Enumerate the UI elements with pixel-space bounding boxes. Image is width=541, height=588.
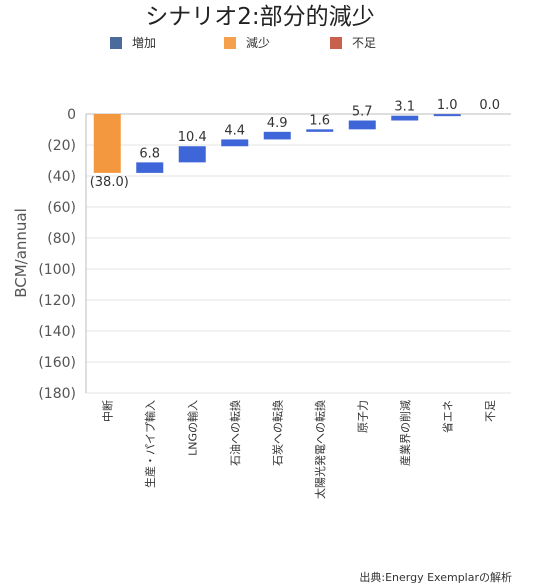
bar-0 (93, 114, 121, 173)
x-category-label-3: 石油への転換 (228, 400, 242, 466)
x-category-label-4: 石炭への転換 (271, 400, 284, 466)
data-labels: (38.0) 6.8 10.4 4.4 4.9 1.6 5.7 3.1 1.0 0.0 (90, 98, 500, 190)
y-tick-label-0: 0 (67, 107, 76, 123)
y-tick-label-3: (60) (47, 200, 76, 216)
bar-1 (136, 162, 164, 173)
data-label-0: (38.0) (90, 175, 129, 190)
x-category-label-9: 不足 (484, 400, 497, 422)
x-category-label-6: 原子力 (356, 400, 369, 433)
y-tick-label-2: (40) (47, 169, 76, 185)
source-note: 出典:Energy Exemplarの解析 (359, 570, 512, 584)
x-axis-categories: 中断 生産・パイプ輸入 LNGの輸入 石油への転換 石炭への転換 太陽光発電への転換 原子力… (100, 400, 497, 499)
bar-5 (306, 129, 334, 132)
y-tick-label-7: (140) (38, 324, 76, 340)
y-tick-label-9: (180) (38, 386, 76, 402)
x-category-label-8: 省エネ (441, 400, 454, 433)
x-category-label-5: 太陽光発電への転換 (313, 400, 327, 499)
y-tick-label-5: (100) (38, 262, 76, 278)
data-label-5: 1.6 (309, 113, 330, 128)
y-tick-label-8: (160) (38, 355, 76, 371)
legend-label-2: 不足 (352, 36, 376, 50)
legend-swatch-2 (330, 37, 342, 49)
x-category-label-2: LNGの輸入 (185, 400, 199, 456)
bar-8 (433, 114, 461, 117)
data-label-2: 10.4 (178, 130, 207, 145)
bar-4 (263, 131, 291, 140)
y-axis-label: BCM/annual (12, 208, 30, 298)
legend-label-0: 増加 (132, 36, 156, 50)
y-tick-label-1: (20) (47, 138, 76, 154)
x-category-label-0: 中断 (100, 400, 114, 422)
x-category-label-7: 産業界の削減 (398, 400, 412, 466)
chart-title: シナリオ2:部分的減少 (145, 4, 374, 30)
data-label-1: 6.8 (139, 146, 160, 161)
y-axis-ticks: 0 (20) (40) (60) (80) (100) (120) (140) (160) (18… (38, 107, 76, 402)
bar-6 (348, 120, 376, 130)
legend-swatch-0 (110, 37, 122, 49)
data-label-6: 5.7 (352, 105, 373, 120)
y-tick-label-6: (120) (38, 293, 76, 309)
data-label-4: 4.9 (267, 116, 288, 131)
data-label-8: 1.0 (437, 98, 458, 113)
y-tick-label-4: (80) (47, 231, 76, 247)
data-label-3: 4.4 (224, 123, 245, 138)
bars (93, 114, 461, 173)
data-label-9: 0.0 (479, 98, 500, 113)
bar-2 (178, 146, 206, 163)
bar-7 (391, 115, 419, 121)
legend-swatch-1 (224, 37, 236, 49)
data-label-7: 3.1 (394, 100, 415, 115)
grid-lines (85, 113, 511, 394)
legend: 増加 減少 不足 (110, 35, 376, 50)
bar-3 (221, 139, 249, 147)
x-category-label-1: 生産・パイプ輸入 (143, 400, 157, 488)
legend-label-1: 減少 (246, 35, 270, 50)
